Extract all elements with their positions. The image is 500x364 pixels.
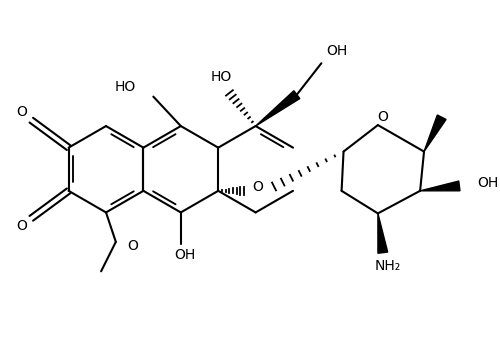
Text: O: O: [252, 180, 264, 194]
Text: HO: HO: [114, 80, 136, 94]
Polygon shape: [378, 213, 388, 253]
Text: OH: OH: [326, 44, 347, 59]
Text: OH: OH: [174, 248, 196, 262]
Text: O: O: [378, 110, 388, 124]
Text: NH₂: NH₂: [374, 260, 401, 273]
Polygon shape: [256, 91, 300, 126]
Text: HO: HO: [210, 70, 232, 84]
Text: O: O: [16, 219, 27, 233]
Text: O: O: [16, 105, 27, 119]
Polygon shape: [424, 115, 446, 151]
Text: OH: OH: [477, 176, 498, 190]
Polygon shape: [420, 181, 460, 191]
Text: O: O: [128, 239, 138, 253]
